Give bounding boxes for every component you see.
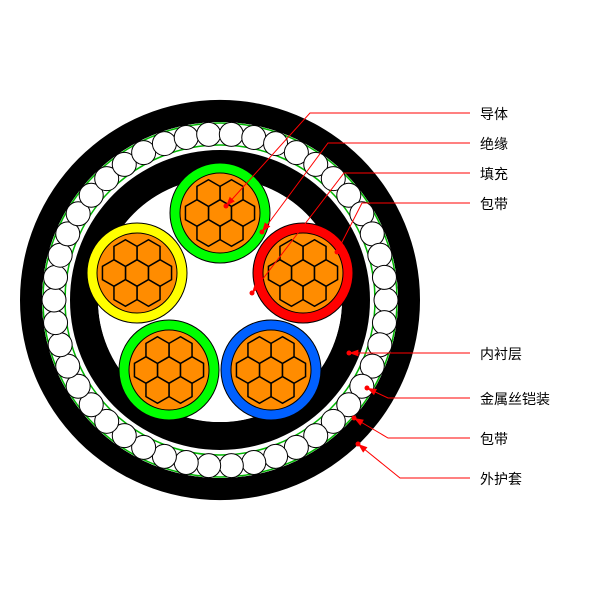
label-sheath: 外护套 [480,469,522,489]
label-filler: 填充 [480,164,508,184]
label-inner: 内衬层 [480,344,522,364]
label-tape1: 包带 [480,194,508,214]
label-armor: 金属丝铠装 [480,389,550,409]
label-insulation: 绝缘 [480,134,508,154]
cable-cross-section-diagram [0,0,600,600]
label-tape2: 包带 [480,429,508,449]
label-conductor: 导体 [480,104,508,124]
